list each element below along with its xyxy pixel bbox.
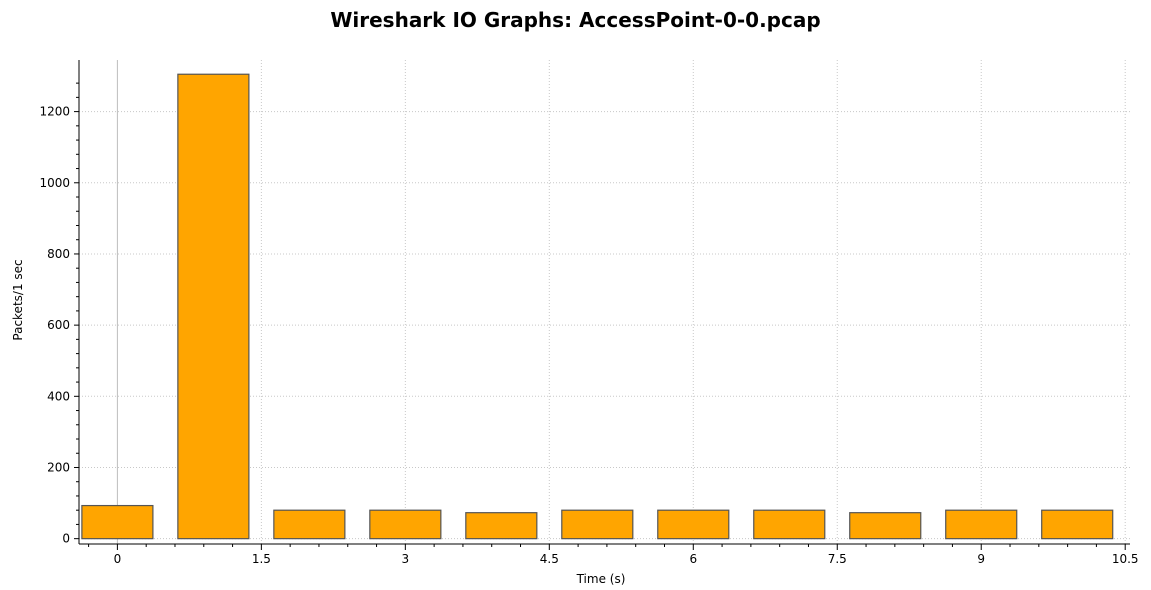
y-tick-label: 400 [47,389,70,403]
y-tick-label: 200 [47,460,70,474]
x-tick-label: 9 [977,552,985,566]
x-tick-label: 0 [114,552,122,566]
bar [466,513,537,539]
x-tick-label: 6 [689,552,697,566]
y-tick-label: 1200 [39,105,70,119]
x-tick-label: 10.5 [1112,552,1139,566]
y-tick-label: 600 [47,318,70,332]
x-tick-label: 3 [402,552,410,566]
bar [658,510,729,538]
bars [82,74,1113,538]
x-axis-label: Time (s) [576,572,626,586]
x-ticks: 0 1.5 3 4.5 6 7.5 9 10.5 [89,544,1139,566]
x-tick-label: 7.5 [828,552,847,566]
bar [178,74,249,538]
bar [562,510,633,538]
y-tick-label: 800 [47,247,70,261]
bar [754,510,825,538]
x-tick-label: 4.5 [540,552,559,566]
bar [850,513,921,539]
y-axis-label: Packets/1 sec [11,259,25,340]
x-tick-label: 1.5 [252,552,271,566]
y-tick-label: 0 [62,532,70,546]
bar [370,510,441,538]
y-ticks: 0 200 400 600 800 1000 1200 [39,83,79,546]
bar [274,510,345,538]
bar [82,506,153,539]
bar [946,510,1017,538]
y-tick-label: 1000 [39,176,70,190]
bar [1042,510,1113,538]
